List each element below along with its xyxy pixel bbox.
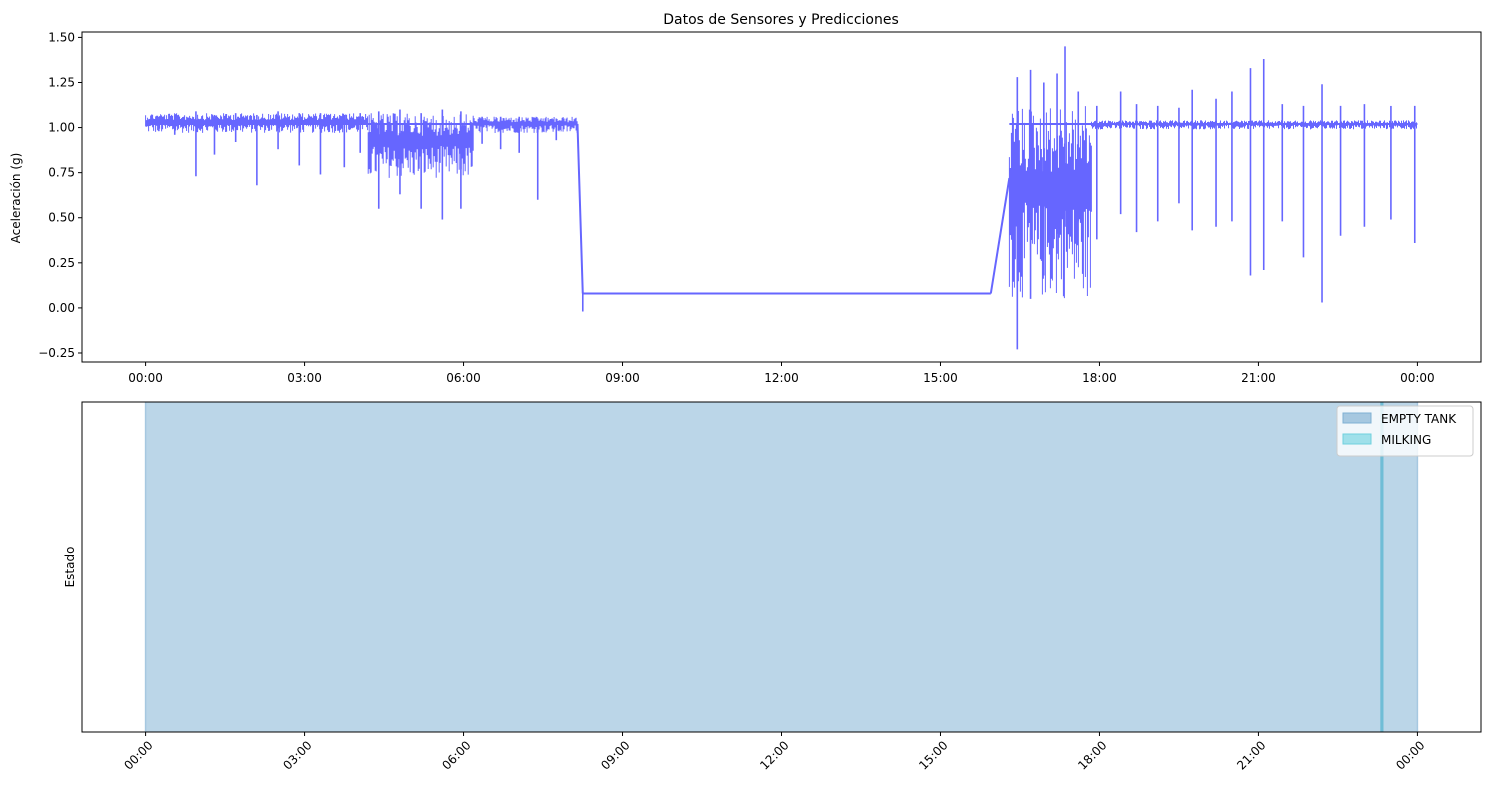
y-tick-label: 0.25	[48, 256, 75, 270]
legend-label-empty-tank: EMPTY TANK	[1381, 412, 1457, 426]
y-tick-label: −0.25	[38, 346, 75, 360]
legend-label-milking: MILKING	[1381, 433, 1431, 447]
sensor-plot-frame	[81, 31, 1482, 363]
x-tick-label: 15:00	[923, 371, 958, 385]
y-tick-label: 1.00	[48, 121, 75, 135]
series-noise-band	[1091, 120, 1417, 130]
x-tick-label: 18:00	[1082, 371, 1117, 385]
sensor-plot-area	[145, 46, 1418, 350]
sensor-chart: Datos de Sensores y Predicciones −0.25 0.…	[9, 12, 1482, 385]
x-axis-ticks: 00:00 03:00 06:00 09:00 12:00 15:00 18:00 21:00…	[128, 362, 1435, 385]
series-baseline-segment	[989, 177, 1011, 294]
x-tick-label: 00:00	[128, 371, 163, 385]
state-chart: 00:00 03:00 06:00 09:00 12:00 15:00 18:00 21:00…	[63, 401, 1482, 773]
y-tick-label: 1.25	[48, 75, 75, 89]
chart-title: Datos de Sensores y Predicciones	[663, 12, 899, 28]
y-tick-label: 0.50	[48, 211, 75, 225]
series-baseline-segment	[576, 123, 584, 294]
legend-swatch-empty-tank	[1342, 412, 1372, 424]
x-tick-label: 09:00	[605, 371, 640, 385]
x-tick-label: 21:00	[1241, 371, 1276, 385]
y-axis-label-bottom: Estado	[63, 547, 77, 588]
y-axis-ticks: −0.25 0.00 0.25 0.50 0.75 1.00 1.25 1.50	[38, 30, 82, 360]
x-tick-label: 00:00	[1400, 371, 1435, 385]
y-axis-label: Aceleración (g)	[9, 153, 23, 244]
legend: EMPTY TANK MILKING	[1336, 405, 1474, 457]
x-tick-label: 12:00	[764, 371, 799, 385]
y-tick-label: 1.50	[48, 30, 75, 44]
state-plot-area	[144, 402, 1419, 732]
legend-swatch-milking	[1342, 433, 1372, 445]
empty-tank-span	[145, 402, 1418, 732]
y-tick-label: 0.75	[48, 166, 75, 180]
y-tick-label: 0.00	[48, 301, 75, 315]
x-tick-label: 03:00	[287, 371, 322, 385]
series-noise-band	[473, 116, 578, 133]
x-tick-label: 06:00	[446, 371, 481, 385]
milking-span	[1380, 402, 1384, 732]
